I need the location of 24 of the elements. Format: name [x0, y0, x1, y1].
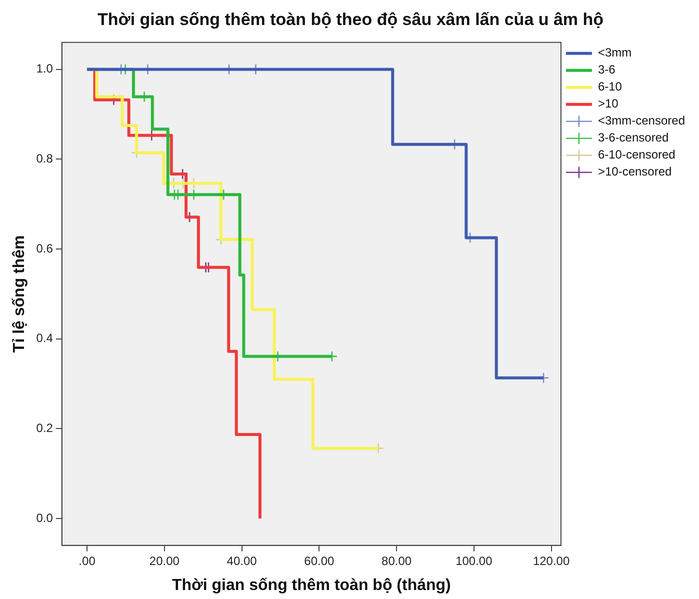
x-tick-label: 40.00: [226, 554, 258, 568]
legend-label: 3-6-censored: [598, 130, 669, 145]
legend-label: >10-censored: [598, 164, 672, 179]
y-tick-label: 0.0: [36, 510, 54, 525]
x-tick-label: 60.00: [304, 554, 334, 568]
legend-label: <3mm-censored: [598, 114, 686, 128]
y-tick-label: 0.2: [36, 420, 54, 435]
legend-label: 3-6: [598, 62, 616, 77]
x-tick-label: 100.00: [456, 554, 493, 568]
y-tick-label: 0.8: [36, 151, 54, 166]
y-tick-label: 0.4: [36, 331, 54, 346]
x-tick-label: .00: [78, 554, 96, 568]
x-tick-label: 20.00: [149, 554, 180, 568]
y-tick-label: 1.0: [36, 62, 54, 76]
x-tick-label: 80.00: [382, 554, 412, 568]
x-tick-label: 120.00: [532, 554, 570, 568]
legend-label: 6-10-censored: [598, 148, 676, 162]
chart-title: Thời gian sống thêm toàn bộ theo độ sâu xâm lấn của u âm hộ: [97, 10, 604, 29]
legend-label: 6-10: [598, 80, 622, 94]
x-axis-title: Thời gian sống thêm toàn bộ (tháng): [172, 576, 451, 594]
legend-label: >10: [598, 96, 619, 111]
y-axis-title: Tỉ lệ sống thêm: [11, 235, 28, 353]
legend-label: <3mm: [598, 46, 632, 60]
y-tick-label: 0.6: [36, 241, 54, 256]
